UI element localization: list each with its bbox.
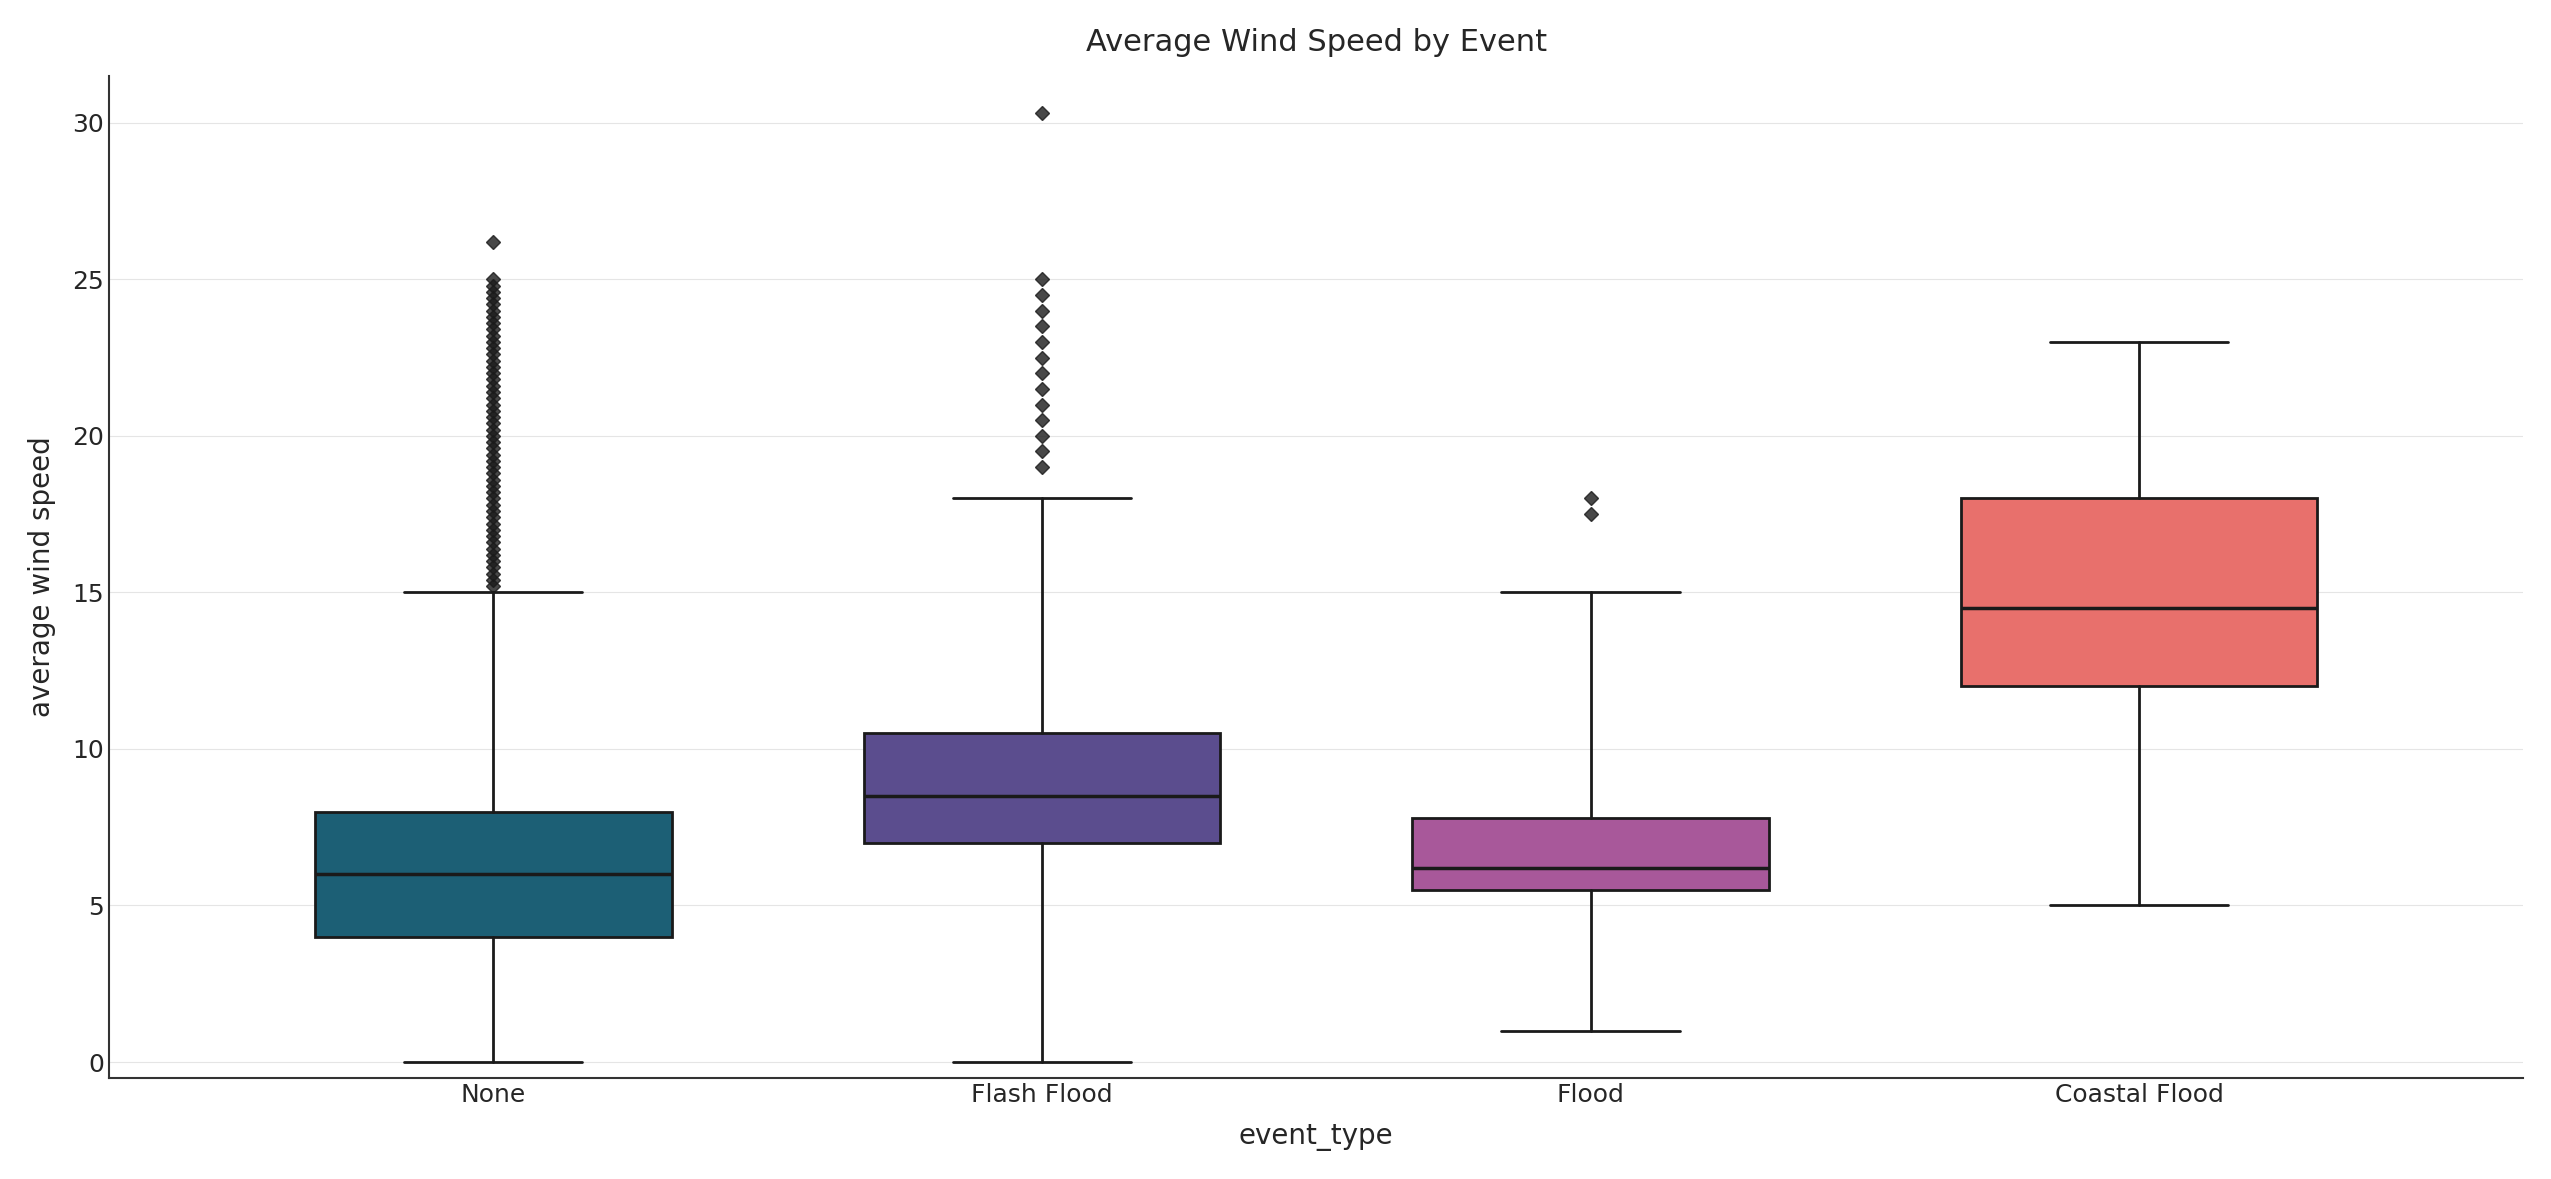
- PathPatch shape: [865, 733, 1219, 843]
- PathPatch shape: [1962, 499, 2316, 686]
- X-axis label: event_type: event_type: [1240, 1124, 1393, 1151]
- Title: Average Wind Speed by Event: Average Wind Speed by Event: [1087, 28, 1546, 57]
- PathPatch shape: [314, 811, 671, 937]
- PathPatch shape: [1413, 818, 1768, 890]
- Y-axis label: average wind speed: average wind speed: [28, 436, 56, 717]
